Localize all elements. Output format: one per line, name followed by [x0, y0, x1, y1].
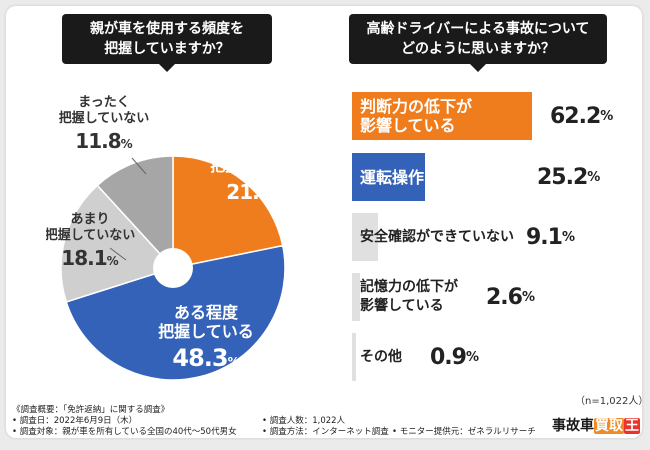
survey-overview: 《調査概要：「免許返納」に関する調査》 — [12, 405, 170, 415]
brand-logo: 事故車買取王 — [552, 415, 640, 435]
bar-value-5: 0.9% — [430, 344, 480, 370]
pie-label-text: ある程度 — [174, 303, 239, 322]
bar-value-1: 62.2% — [550, 103, 614, 129]
bar-label-4: 記憶力の低下が 影響している — [360, 279, 458, 314]
pie-chart: しっかりと把握している21.8%ある程度把握している48.3%あまり把握していな… — [46, 95, 300, 381]
pie-label-value: 21.8% — [226, 180, 283, 204]
pie-slice-3 — [60, 184, 175, 303]
bar-row-3: 安全確認ができていない 9.1% — [352, 213, 622, 261]
bar-row-4: 記憶力の低下が 影響している 2.6% — [352, 273, 622, 321]
bar-value-3: 9.1% — [526, 224, 576, 250]
pie-slice-4 — [96, 155, 174, 270]
bar-2 — [352, 153, 426, 201]
bar-label-2: 運転操作ミスが多い — [360, 167, 505, 187]
bar-value-4: 2.6% — [486, 284, 536, 310]
pie-label-text: あまり — [70, 212, 109, 227]
pie-label-value: 18.1% — [61, 246, 118, 270]
survey-date: • 調査日：2022年6月9日（木） — [12, 416, 138, 426]
right-chart-title: 高齢ドライバーによる事故について どのように思いますか？ — [349, 14, 607, 72]
bar-label-3: 安全確認ができていない — [360, 228, 514, 245]
logo-text-3: 王 — [624, 418, 640, 434]
bar-label-1: 判断力の低下が 影響している — [360, 97, 473, 135]
pie-label-text: 把握している — [210, 157, 300, 175]
pie-callout-line-2 — [109, 247, 127, 261]
bar-value-2: 25.2% — [537, 164, 601, 190]
pie-label-text: 把握していない — [46, 227, 135, 243]
pie-label-text: 把握していない — [59, 110, 150, 126]
pie-label-text: 把握している — [158, 322, 254, 341]
bar-row-1: 判断力の低下が 影響している 62.2% — [352, 92, 622, 140]
survey-target: • 調査対象：親が車を所有している全国の40代～50代男女 — [12, 427, 237, 437]
pie-center-hole — [153, 248, 193, 288]
survey-people: • 調査人数：1,022人 — [262, 416, 346, 426]
survey-provider: • モニター提供元：ゼネラルリサーチ — [392, 427, 536, 437]
logo-text-1: 事故車 — [552, 418, 594, 434]
pie-label-value: 48.3% — [172, 344, 239, 372]
bar-4 — [352, 273, 360, 321]
bar-3 — [352, 213, 379, 261]
survey-method: • 調査方法：インターネット調査 — [262, 427, 389, 437]
pie-slice-1 — [172, 155, 284, 269]
pie-slice-2 — [65, 244, 286, 381]
bar-row-2: 運転操作ミスが多い 25.2% — [352, 153, 622, 201]
logo-text-2: 買取 — [594, 418, 624, 434]
bar-1 — [352, 92, 533, 140]
bar-5 — [352, 333, 356, 381]
pie-label-value: 11.8% — [75, 129, 132, 153]
sample-size: （n=1,022人） — [575, 396, 649, 407]
pie-callout-line-1 — [131, 157, 147, 175]
pie-label-text: まったく — [78, 95, 129, 110]
pie-label-text: しっかりと — [217, 139, 292, 157]
bar-row-5: その他 0.9% — [352, 333, 622, 381]
bar-label-5: その他 — [360, 348, 402, 365]
left-chart-title: 親が車を使用する頻度を 把握していますか？ — [62, 14, 272, 72]
